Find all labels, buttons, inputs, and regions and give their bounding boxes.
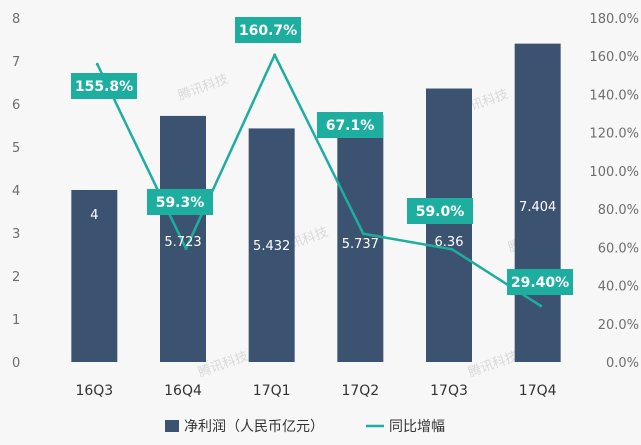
left-axis-tick-label: 6 xyxy=(12,98,20,113)
bar-17q2 xyxy=(337,115,384,363)
legend-label-line: 同比增幅 xyxy=(389,419,445,435)
bar-value-label: 7.404 xyxy=(519,200,556,215)
growth-label-box xyxy=(147,189,213,215)
growth-label-box xyxy=(507,269,573,295)
bar-17q3 xyxy=(426,88,472,363)
growth-point-16q4 xyxy=(184,247,188,251)
right-axis-tick-label: 120.0% xyxy=(589,127,639,142)
growth-label-box xyxy=(71,73,137,99)
bar-16q4 xyxy=(160,115,206,362)
growth-point-17q2 xyxy=(361,232,365,236)
growth-value-label: 59.3% xyxy=(156,195,205,211)
x-axis-tick-label: 17Q2 xyxy=(341,383,379,399)
x-axis-tick-label: 17Q3 xyxy=(430,383,468,399)
right-axis-tick-label: 80.0% xyxy=(598,203,639,218)
growth-value-label: 59.0% xyxy=(416,204,465,220)
left-axis-tick-label: 7 xyxy=(12,55,20,70)
right-axis-tick-label: 60.0% xyxy=(598,241,639,256)
x-axis-tick-label: 16Q3 xyxy=(75,383,113,399)
bar-value-label: 5.723 xyxy=(164,235,201,250)
right-axis-tick-label: 140.0% xyxy=(589,88,639,103)
growth-value-label: 155.8% xyxy=(75,79,133,95)
growth-label-box xyxy=(317,112,383,138)
left-axis-tick-label: 8 xyxy=(12,12,20,27)
growth-label-box xyxy=(235,17,301,43)
left-axis-tick-label: 2 xyxy=(12,270,20,285)
legend-swatch-bar xyxy=(165,420,179,432)
x-axis-tick-label: 17Q1 xyxy=(253,383,291,399)
left-axis-tick-label: 0 xyxy=(12,356,20,371)
right-axis-tick-label: 20.0% xyxy=(598,318,639,333)
growth-label-box xyxy=(407,198,473,224)
bar-value-label: 5.737 xyxy=(342,237,379,252)
growth-point-17q4 xyxy=(539,304,543,308)
watermark-text: 腾讯科技 xyxy=(176,71,230,104)
right-axis-tick-label: 0.0% xyxy=(606,356,639,371)
x-axis-tick-label: 16Q4 xyxy=(164,383,202,399)
bar-value-label: 4 xyxy=(90,208,98,223)
bar-value-label: 6.36 xyxy=(435,235,464,250)
growth-point-17q1 xyxy=(273,53,277,57)
right-axis-tick-label: 160.0% xyxy=(589,50,639,65)
left-axis-tick-label: 1 xyxy=(12,313,20,328)
growth-value-label: 160.7% xyxy=(239,23,297,39)
growth-line xyxy=(96,53,542,307)
bar-16q3 xyxy=(71,190,118,362)
bar-value-label: 5.432 xyxy=(253,239,290,254)
right-axis-tick-label: 100.0% xyxy=(589,165,639,180)
left-axis-tick-label: 4 xyxy=(12,184,20,199)
growth-value-label: 29.40% xyxy=(511,275,569,291)
right-axis-tick-label: 40.0% xyxy=(598,280,639,295)
left-axis-tick-label: 3 xyxy=(12,227,20,242)
bar-17q4 xyxy=(514,43,561,363)
watermark-text: 腾讯科技 xyxy=(466,348,520,381)
x-axis-tick-label: 17Q4 xyxy=(519,383,557,399)
growth-point-17q3 xyxy=(450,247,454,251)
right-axis-tick-label: 180.0% xyxy=(589,12,639,27)
growth-point-16q3 xyxy=(95,62,99,66)
legend-label-bar: 净利润（人民币亿元） xyxy=(184,419,324,435)
growth-value-label: 67.1% xyxy=(326,118,375,134)
bar-17q1 xyxy=(248,128,295,362)
left-axis-tick-label: 5 xyxy=(12,141,20,156)
